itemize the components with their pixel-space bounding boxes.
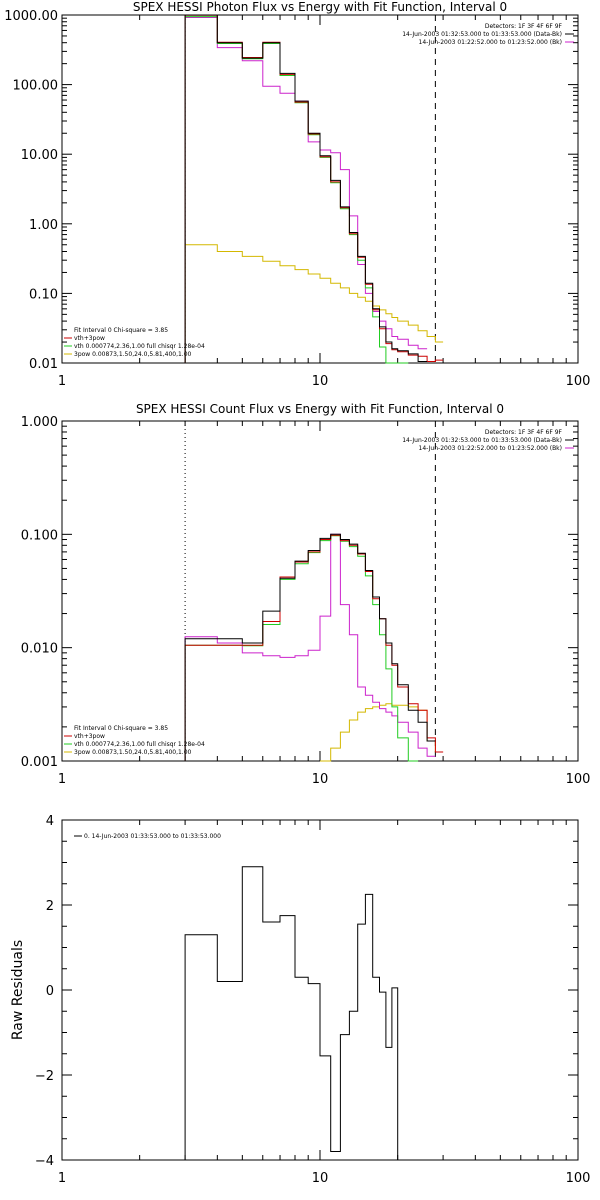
x-tick-label: 100 <box>566 1171 591 1186</box>
chart-panel-2: SPEX HESSI Count Flux vs Energy with Fit… <box>21 402 591 787</box>
legend-text: vth+3pow <box>74 733 105 740</box>
legend-text: 14-Jun-2003 01:22:52.000 to 01:23:52.000… <box>419 445 562 452</box>
legend-text: 14-Jun-2003 01:32:53.000 to 01:33:53.000… <box>402 31 562 38</box>
y-tick-label: 0.001 <box>21 755 58 770</box>
series-model-histogram <box>184 534 444 761</box>
y-tick-label: 2 <box>46 899 54 914</box>
y-tick-label: 1000.00 <box>4 9 58 24</box>
plot-frame <box>61 420 579 762</box>
chart-title: SPEX HESSI Count Flux vs Energy with Fit… <box>136 402 504 416</box>
x-tick-label: 1 <box>58 1171 66 1186</box>
series-spow-histogram <box>184 244 444 363</box>
series-resid-histogram <box>184 866 399 1160</box>
x-tick-label: 100 <box>566 374 591 389</box>
y-tick-label: 0.01 <box>29 357 58 372</box>
legend-text: 14-Jun-2003 01:32:53.000 to 01:33:53.000… <box>402 437 562 444</box>
chart-panel-3: 1 10 100 4 2 0 −2 −4 Raw Residuals 0. 14-Jun-2003… <box>10 814 590 1186</box>
legend-text: vth 0.000774,2.36,1.00 full chisqr 1.28e… <box>74 741 205 748</box>
legend-text: 3pow 0.00873,1.50,24.0,5.81,400,1.00 <box>74 749 192 756</box>
y-tick-label: 0 <box>46 984 54 999</box>
x-tick-label: 10 <box>312 772 329 787</box>
y-tick-label: 0.010 <box>21 642 58 657</box>
y-tick-label: 0.10 <box>29 287 58 302</box>
legend-text: vth+3pow <box>74 335 105 342</box>
legend-text: Fit Interval 0 Chi-square = 3.85 <box>74 327 168 334</box>
series-data-histogram <box>184 14 428 363</box>
y-axis-label: Raw Residuals <box>10 940 26 1040</box>
legend-text: 14-Jun-2003 01:22:52.000 to 01:23:52.000… <box>419 39 562 46</box>
chart-panel-1: SPEX HESSI Photon Flux vs Energy with Fi… <box>4 0 590 389</box>
x-tick-label: 1 <box>58 374 66 389</box>
x-tick-label: 100 <box>566 772 591 787</box>
plot-frame <box>61 14 579 364</box>
legend-text: 0. 14-Jun-2003 01:33:53.000 to 01:33:53.… <box>84 833 221 840</box>
legend-text: vth 0.000774,2.36,1.00 full chisqr 1.28e… <box>74 343 205 350</box>
x-tick-label: 10 <box>312 374 329 389</box>
legend-text: Fit Interval 0 Chi-square = 3.85 <box>74 725 168 732</box>
series-spow-histogram <box>320 703 444 762</box>
series-model-histogram <box>184 14 444 363</box>
legend-text: Detectors: 1F 3F 4F 6F 9F <box>485 429 563 436</box>
x-tick-label: 10 <box>312 1171 329 1186</box>
y-tick-label: 1.00 <box>29 218 58 233</box>
y-tick-label: −4 <box>35 1154 54 1169</box>
series-data-histogram <box>184 533 436 761</box>
y-tick-label: 10.00 <box>21 148 58 163</box>
y-tick-label: 0.100 <box>21 528 58 543</box>
y-tick-label: 4 <box>46 814 54 829</box>
chart-title: SPEX HESSI Photon Flux vs Energy with Fi… <box>133 0 507 14</box>
y-tick-label: −2 <box>35 1069 54 1084</box>
y-tick-label: 100.00 <box>13 79 59 94</box>
x-tick-label: 1 <box>58 772 66 787</box>
legend-text: 3pow 0.00873,1.50,24.0,5.81,400,1.00 <box>74 351 192 358</box>
legend-text: Detectors: 1F 3F 4F 6F 9F <box>485 23 563 30</box>
series-vth-histogram <box>184 535 419 762</box>
y-tick-label: 1.000 <box>21 415 58 430</box>
series-bk-histogram <box>184 17 428 363</box>
